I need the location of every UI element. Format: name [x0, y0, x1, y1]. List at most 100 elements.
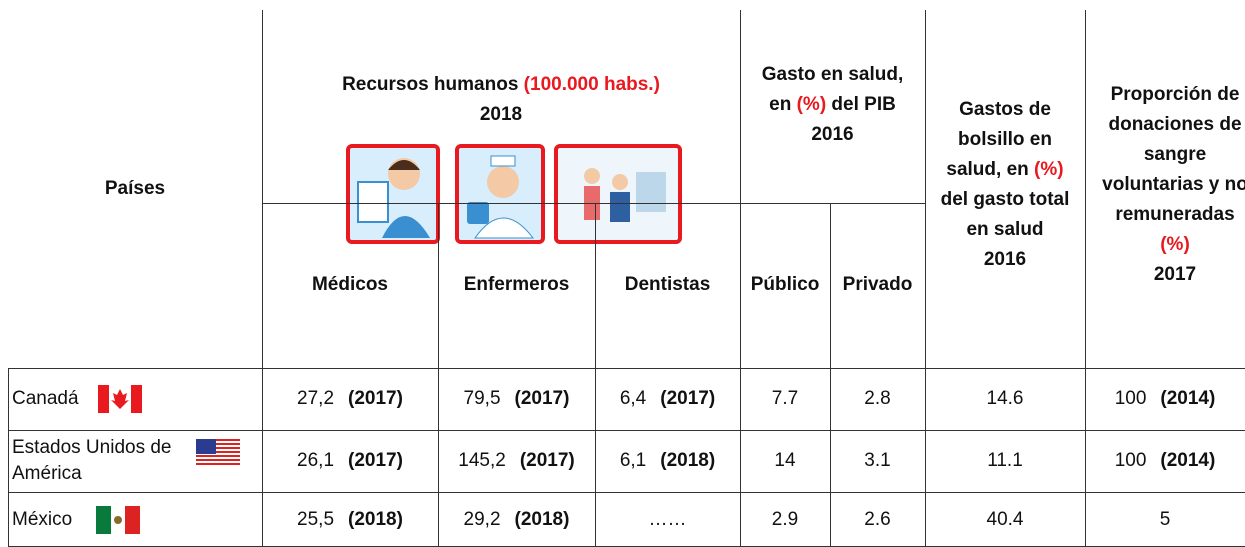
- flag: [96, 505, 140, 534]
- border-line: [8, 430, 1245, 431]
- header-line: (%): [1160, 230, 1190, 260]
- data-cell: 14: [774, 450, 796, 471]
- country-text: América: [12, 463, 82, 484]
- subheader-cell: Público: [750, 274, 820, 295]
- nurse-icon: [455, 144, 545, 244]
- cell-value: 27,2: [297, 388, 335, 409]
- header-text: (%): [1034, 159, 1064, 180]
- header-line: en salud: [966, 215, 1043, 245]
- data-cell: 5: [1159, 508, 1171, 530]
- header-text: Recursos humanos: [342, 74, 524, 95]
- header-text: en: [769, 94, 797, 115]
- header-text: remuneradas: [1115, 204, 1235, 225]
- header-text: del gasto total: [940, 189, 1070, 210]
- data-cell: 2.6: [864, 508, 891, 530]
- header-text: sangre: [1143, 144, 1207, 165]
- header-text: del PIB: [826, 94, 896, 115]
- border-line: [438, 203, 439, 547]
- header-line: 2017: [1154, 260, 1196, 290]
- data-cell: 3.1: [864, 450, 891, 471]
- country-text: Estados Unidos de: [12, 437, 172, 458]
- header-line: del gasto total: [941, 185, 1070, 215]
- header-text: Gastos de: [959, 99, 1051, 120]
- subheader-cell: Enfermeros: [463, 274, 570, 295]
- data-cell: ……: [648, 508, 687, 530]
- header-line: 2018: [480, 100, 522, 130]
- header-text: en salud: [966, 219, 1044, 240]
- header-text: (100.000 habs.): [523, 74, 660, 95]
- data-cell: 27,2 (2017): [262, 368, 438, 430]
- header-line: Gastos de: [959, 95, 1051, 125]
- cell-value: 100: [1114, 450, 1147, 471]
- cell-value: 29,2: [463, 508, 501, 530]
- cell-value: 6,4: [619, 388, 647, 409]
- border-line: [740, 10, 741, 547]
- header-cell: Recursos humanos (100.000 habs.) 2018: [262, 60, 740, 140]
- header-text: (%): [796, 94, 827, 115]
- data-cell: 2.8: [864, 388, 891, 409]
- flag: [196, 439, 240, 467]
- data-cell: 25,5 (2018): [262, 492, 438, 547]
- data-cell: 2.9: [771, 508, 799, 530]
- border-line: [8, 368, 1245, 369]
- header-line: remuneradas: [1115, 200, 1234, 230]
- data-cell: 79,5 (2017): [438, 368, 595, 430]
- country-name: México: [12, 492, 72, 547]
- data-cell: 6,1 (2018): [595, 430, 740, 492]
- header-line: 2016: [811, 120, 853, 150]
- header-line: salud, en (%): [946, 155, 1063, 185]
- header-line: sangre: [1144, 140, 1206, 170]
- data-cell: 26,1 (2017): [262, 430, 438, 492]
- data-cell: 7.7: [771, 388, 799, 409]
- header-text: 2016: [983, 249, 1027, 270]
- header-text: bolsillo en: [958, 129, 1052, 150]
- data-cell: 100 (2014): [1085, 430, 1245, 492]
- border-line: [830, 203, 831, 547]
- border-line: [925, 10, 926, 547]
- cell-year: (2018): [348, 508, 403, 530]
- header-text: Proporción de: [1110, 84, 1240, 105]
- cell-year: (2018): [514, 508, 570, 530]
- cell-value: 145,2: [458, 450, 506, 471]
- border-line: [8, 368, 9, 547]
- country-text: México: [12, 508, 73, 530]
- cell-year: (2017): [514, 388, 570, 409]
- border-line: [8, 492, 1245, 493]
- border-line: [1085, 10, 1086, 547]
- subheader-cell: Privado: [842, 274, 913, 295]
- header-text: (%): [1160, 234, 1190, 255]
- country-name: Canadá: [12, 368, 79, 430]
- header-line: donaciones de: [1108, 110, 1241, 140]
- header-cell: Gastos de bolsillo en salud, en (%) del gas…: [925, 80, 1085, 290]
- cell-year: (2014): [1160, 388, 1216, 409]
- header-line: Países: [105, 174, 165, 204]
- cell-year: (2017): [348, 450, 403, 471]
- header-line: Gasto en salud,: [762, 60, 903, 90]
- data-cell: 145,2 (2017): [438, 430, 595, 492]
- header-line: Recursos humanos (100.000 habs.): [342, 70, 660, 100]
- cell-value: 79,5: [463, 388, 501, 409]
- country-text: Canadá: [12, 388, 79, 409]
- cell-year: (2014): [1160, 450, 1216, 471]
- country-name: Estados Unidos de América: [12, 430, 172, 492]
- subheader-cell: Dentistas: [624, 274, 711, 295]
- data-cell: 100 (2014): [1085, 368, 1245, 430]
- data-cell: 6,4 (2017): [595, 368, 740, 430]
- header-text: 2016: [811, 124, 854, 145]
- header-cell: Países: [8, 10, 262, 368]
- header-text: 2018: [479, 104, 523, 125]
- header-line: voluntarias y no: [1102, 170, 1245, 200]
- header-text: Gasto en salud,: [761, 64, 904, 85]
- border-line: [262, 203, 925, 204]
- header-text: donaciones de: [1108, 114, 1242, 135]
- header-text: Países: [104, 178, 166, 199]
- border-line: [262, 10, 263, 547]
- dentist-icon: [554, 144, 682, 244]
- header-text: 2017: [1153, 264, 1197, 285]
- header-line: en (%) del PIB: [769, 90, 896, 120]
- cell-year: (2018): [660, 450, 716, 471]
- data-cell: 11.1: [987, 450, 1023, 471]
- cell-value: 100: [1114, 388, 1147, 409]
- header-cell: Gasto en salud, en (%) del PIB 2016: [740, 50, 925, 160]
